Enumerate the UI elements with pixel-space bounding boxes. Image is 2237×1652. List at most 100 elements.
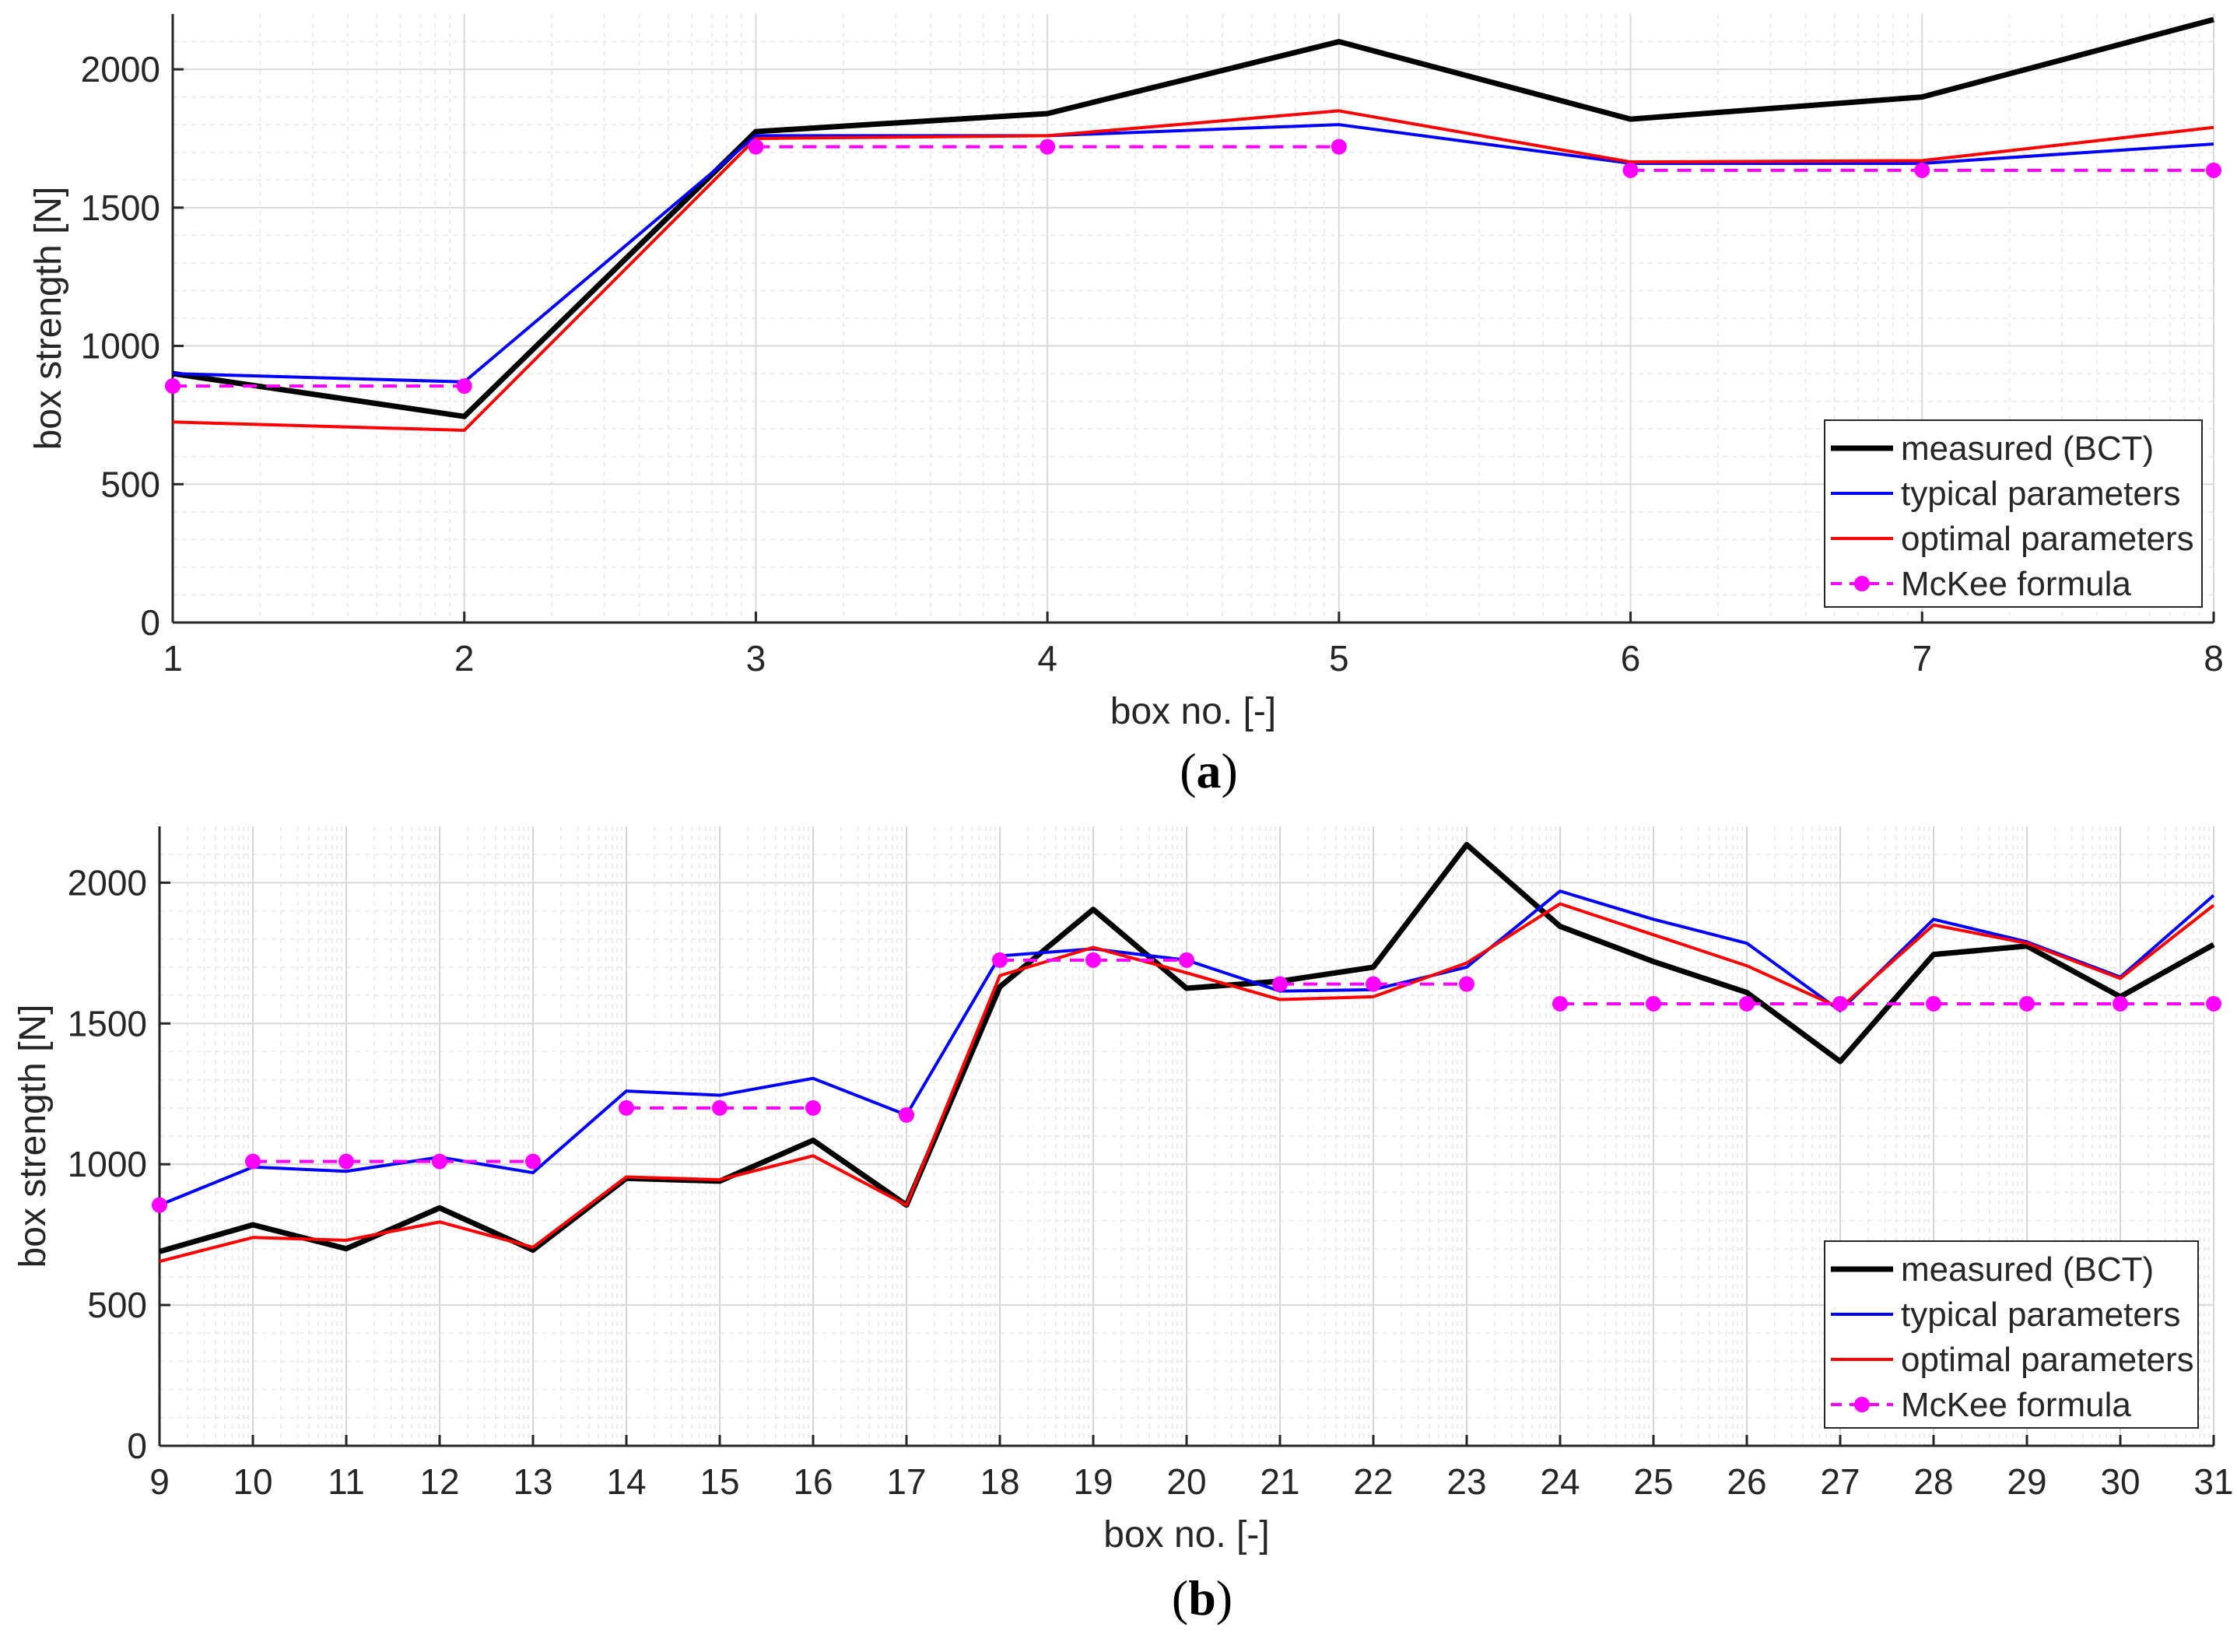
x-tick-label: 19 [1073, 1461, 1113, 1502]
mckee-point [1926, 995, 1941, 1012]
mckee-point [805, 1100, 821, 1116]
mckee-point [2206, 162, 2221, 178]
mckee-point [2113, 995, 2128, 1012]
series-optimal [159, 902, 2215, 1263]
line-measured [172, 16, 2214, 419]
panel-label-letter: b [1188, 1570, 1216, 1626]
mckee-point [525, 1153, 541, 1170]
panel-label-close-paren: ) [1222, 743, 1238, 798]
x-tick-label: 23 [1446, 1461, 1486, 1502]
x-tick-label: 31 [2193, 1461, 2233, 1502]
x-tick-label: 12 [419, 1461, 459, 1502]
chart-panel-b: 9 10 11 12 13 14 15 16 17 18 19 20 21 22 23 24 25 26 27 28 2… [12, 826, 2234, 1626]
x-tick-label: 11 [328, 1461, 365, 1502]
mckee-point [619, 1100, 634, 1116]
legend: measured (BCT) typical parameters optimal … [1824, 419, 2203, 608]
legend-label-typical: typical parameters [1901, 1296, 2180, 1334]
chart-panel-a: 1 2 3 4 5 6 7 8 0 500 1000 1500 2000 box no. [-] box s… [28, 14, 2224, 798]
x-tick-label: 28 [1913, 1461, 1953, 1502]
x-tick-label: 14 [606, 1461, 646, 1502]
y-tick-label: 1500 [81, 188, 160, 228]
x-tick-label: 29 [2007, 1461, 2046, 1502]
x-tick-label: 27 [1820, 1461, 1860, 1502]
series-mckee [165, 139, 2221, 395]
x-axis-title: box no. [-] [1110, 691, 1276, 732]
x-tick-label: 2 [454, 638, 475, 679]
line-optimal [172, 109, 2214, 432]
x-tick-label: 4 [1037, 638, 1057, 679]
x-tick-label: 1 [163, 638, 183, 679]
mckee-point [165, 378, 181, 395]
mckee-point [712, 1100, 728, 1116]
legend-label-mckee: McKee formula [1901, 1386, 2131, 1424]
line-typical [172, 123, 2214, 384]
x-tick-label: 17 [886, 1461, 926, 1502]
x-tick-label: 21 [1260, 1461, 1299, 1502]
panel-label-letter: a [1197, 743, 1222, 798]
x-axis-title: box no. [-] [1103, 1514, 1269, 1556]
panel-label-open-paren: ( [1172, 1570, 1188, 1626]
y-axis-title: box strength [N] [12, 1005, 54, 1268]
x-tick-label: 10 [233, 1461, 272, 1502]
legend: measured (BCT) typical parameters optimal … [1824, 1240, 2199, 1429]
mckee-point [1272, 976, 1288, 992]
x-tick-label: 18 [980, 1461, 1019, 1502]
y-tick-label: 500 [100, 464, 160, 504]
y-tick-label: 2000 [68, 862, 147, 903]
legend-label-optimal: optimal parameters [1901, 1341, 2194, 1379]
mckee-point [245, 1153, 261, 1170]
mckee-point [1331, 139, 1347, 155]
panel-label-open-paren: ( [1180, 743, 1196, 798]
mckee-point [1366, 976, 1381, 992]
mckee-point [338, 1153, 354, 1170]
x-tick-label: 22 [1353, 1461, 1393, 1502]
y-tick-label: 1500 [68, 1003, 147, 1043]
legend-label-measured: measured (BCT) [1901, 1250, 2154, 1289]
mckee-point [748, 139, 764, 155]
y-tick-label: 0 [140, 602, 160, 643]
y-tick-label: 1000 [81, 326, 160, 367]
legend-label-typical: typical parameters [1901, 475, 2180, 513]
mckee-point [1832, 995, 1848, 1012]
x-tick-label: 9 [149, 1461, 170, 1502]
mckee-point [992, 952, 1008, 968]
mckee-point [432, 1153, 447, 1170]
x-tick-label: 15 [700, 1461, 739, 1502]
legend-label-mckee: McKee formula [1901, 565, 2131, 603]
legend-box [1824, 419, 2203, 608]
mckee-point [1179, 952, 1194, 968]
panel-label: (a) [1180, 743, 1238, 798]
x-tick-label: 6 [1621, 638, 1641, 679]
mckee-point [1459, 976, 1474, 992]
y-axis-title: box strength [N] [28, 187, 69, 451]
mckee-point [2019, 995, 2035, 1012]
x-tick-label: 13 [513, 1461, 552, 1502]
y-tick-label: 0 [127, 1426, 147, 1466]
mckee-point [2206, 995, 2221, 1012]
x-tick-label: 8 [2204, 638, 2224, 679]
legend-marker-mckee [1854, 1397, 1870, 1412]
x-tick-label: 7 [1912, 638, 1932, 679]
mckee-point [1914, 162, 1930, 178]
x-tick-label: 16 [793, 1461, 833, 1502]
mckee-point [1040, 139, 1056, 155]
x-tick-label: 26 [1727, 1461, 1766, 1502]
legend-label-optimal: optimal parameters [1901, 520, 2194, 558]
legend-box [1824, 1240, 2199, 1429]
series-measured [172, 16, 2214, 419]
series-optimal [172, 109, 2214, 432]
line-optimal [159, 902, 2215, 1263]
y-tick-label: 500 [87, 1285, 147, 1325]
legend-label-measured: measured (BCT) [1901, 430, 2154, 468]
x-tick-label: 20 [1166, 1461, 1206, 1502]
x-tick-label: 24 [1540, 1461, 1580, 1502]
mckee-point [1739, 995, 1755, 1012]
mckee-point [1552, 995, 1568, 1012]
x-tick-label: 25 [1633, 1461, 1673, 1502]
y-tick-label: 2000 [81, 49, 160, 89]
panel-label-close-paren: ) [1216, 1570, 1232, 1626]
mckee-point [152, 1197, 167, 1213]
mckee-point [1646, 995, 1661, 1012]
legend-marker-mckee [1854, 576, 1870, 591]
